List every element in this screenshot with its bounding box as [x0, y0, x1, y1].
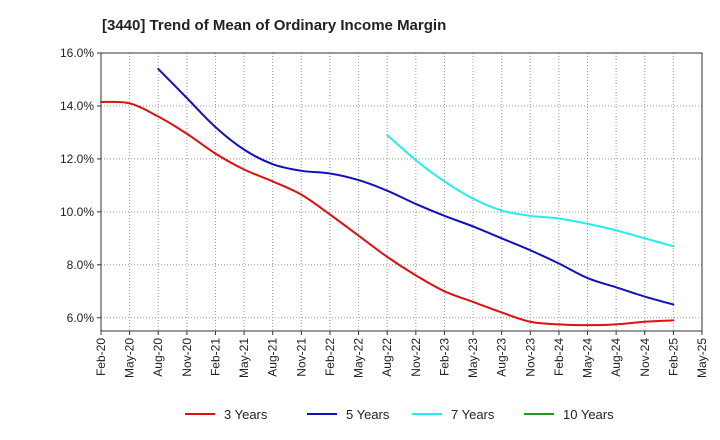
legend-label-2: 5 Years — [346, 407, 390, 422]
grid-lines — [100, 52, 703, 331]
x-tick-label: May-24 — [581, 338, 595, 378]
plot-frame — [100, 52, 703, 332]
x-tick-label: Nov-21 — [294, 338, 308, 377]
series-line-2 — [157, 67, 675, 306]
y-axis: 6.0% 8.0% 10.0% 12.0% 14.0% 16.0% — [60, 46, 101, 325]
x-tick-label: Feb-20 — [94, 338, 108, 376]
y-tick-label: 12.0% — [60, 152, 94, 166]
x-tick-label: May-23 — [466, 338, 480, 378]
x-axis: Feb-20 May-20 Aug-20 Nov-20 Feb-21 May-21 Aug-… — [94, 331, 709, 378]
x-tick-label: Feb-22 — [323, 338, 337, 376]
series-line-1 — [100, 100, 675, 327]
series-lines — [100, 67, 675, 327]
x-tick-label: Nov-20 — [180, 338, 194, 377]
series-line-3 — [386, 134, 675, 248]
legend: 3 Years 5 Years 7 Years 10 Years — [185, 407, 614, 422]
x-tick-label: Nov-23 — [523, 338, 537, 377]
x-tick-label: Nov-24 — [638, 338, 652, 377]
x-tick-label: Aug-20 — [151, 338, 165, 377]
y-tick-label: 16.0% — [60, 46, 94, 60]
x-tick-label: May-21 — [237, 338, 251, 378]
y-tick-label: 10.0% — [60, 205, 94, 219]
y-tick-label: 14.0% — [60, 99, 94, 113]
chart-title: [3440] Trend of Mean of Ordinary Income … — [102, 17, 446, 34]
x-tick-label: Aug-23 — [495, 338, 509, 377]
x-tick-label: Aug-21 — [266, 338, 280, 377]
x-tick-label: Feb-25 — [666, 338, 680, 376]
x-tick-label: Aug-24 — [609, 338, 623, 377]
legend-label-4: 10 Years — [563, 407, 614, 422]
legend-label-3: 7 Years — [451, 407, 495, 422]
x-tick-label: Feb-21 — [208, 338, 222, 376]
x-tick-label: Nov-22 — [409, 338, 423, 377]
legend-label-1: 3 Years — [224, 407, 268, 422]
x-tick-label: May-20 — [123, 338, 137, 378]
x-tick-label: May-25 — [695, 338, 709, 378]
x-tick-label: May-22 — [352, 338, 366, 378]
y-tick-label: 6.0% — [67, 311, 95, 325]
x-tick-label: Feb-24 — [552, 338, 566, 376]
x-tick-label: Aug-22 — [380, 338, 394, 377]
y-tick-label: 8.0% — [67, 258, 95, 272]
x-tick-label: Feb-23 — [437, 338, 451, 376]
